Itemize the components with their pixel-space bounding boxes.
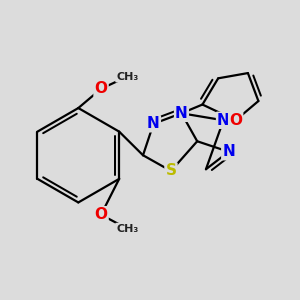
Text: O: O xyxy=(94,81,107,96)
Text: O: O xyxy=(94,207,107,222)
Text: N: N xyxy=(175,106,188,121)
Text: N: N xyxy=(222,144,235,159)
Text: N: N xyxy=(217,113,230,128)
Text: CH₃: CH₃ xyxy=(116,224,138,234)
Text: CH₃: CH₃ xyxy=(116,72,138,82)
Text: S: S xyxy=(166,164,176,178)
Text: N: N xyxy=(147,116,160,131)
Text: O: O xyxy=(229,113,242,128)
